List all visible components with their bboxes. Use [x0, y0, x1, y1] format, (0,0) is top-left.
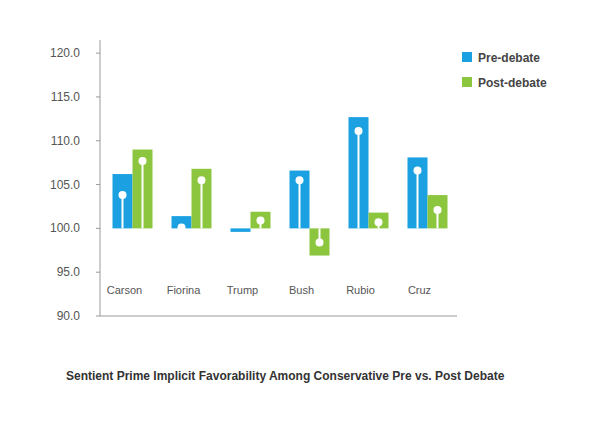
y-tick-label: 110.0 — [51, 134, 80, 148]
bar — [113, 174, 133, 228]
legend-label: Post-debate — [478, 76, 547, 90]
marker — [178, 224, 186, 232]
chart: 90.0 95.0 100.0 105.0 110.0 115.0 120.0 Carson F… — [0, 0, 590, 421]
marker-stem — [358, 131, 360, 228]
x-tick-label: Rubio — [346, 284, 375, 296]
marker-stem — [417, 171, 419, 229]
x-tick-label: Bush — [289, 284, 314, 296]
bar — [231, 228, 251, 232]
y-tick — [96, 53, 100, 54]
y-tick — [96, 316, 100, 317]
y-tick-label: 90.0 — [57, 309, 81, 323]
y-tick-label: 115.0 — [51, 90, 80, 104]
title: Sentient Prime Implicit Favorability Amo… — [66, 369, 505, 383]
y-tick-label: 120.0 — [50, 46, 80, 60]
marker — [119, 191, 127, 199]
x-tick-label: Trump — [227, 284, 258, 296]
marker — [375, 218, 383, 226]
marker — [414, 167, 422, 175]
bar — [428, 195, 448, 228]
y-tick — [96, 184, 100, 185]
legend-swatch — [462, 77, 472, 87]
y-tick — [96, 140, 100, 141]
bar — [349, 117, 369, 228]
y-tick-label: 105.0 — [50, 178, 80, 192]
y-axis — [100, 40, 101, 316]
y-tick-label: 95.0 — [57, 265, 81, 279]
bars — [113, 117, 448, 255]
y-tick-label: 100.0 — [50, 221, 80, 235]
bar — [290, 171, 310, 229]
marker — [316, 238, 324, 246]
x-axis — [100, 316, 457, 317]
marker-stem — [299, 180, 301, 228]
marker-stem — [201, 180, 203, 228]
bar — [369, 213, 389, 229]
x-tick-label: Cruz — [408, 284, 431, 296]
bar — [408, 157, 428, 228]
marker — [355, 127, 363, 135]
marker — [434, 206, 442, 214]
x-tick-label: Carson — [107, 284, 142, 296]
legend-label: Pre-debate — [478, 51, 540, 65]
legend-swatch — [462, 52, 472, 62]
marker — [257, 216, 265, 224]
y-tick — [96, 272, 100, 273]
marker — [198, 176, 206, 184]
marker-stem — [142, 161, 144, 228]
marker-stem — [122, 195, 124, 228]
bar — [310, 228, 330, 255]
y-tick — [96, 228, 100, 229]
marker — [139, 157, 147, 165]
x-tick-label: Fiorina — [167, 284, 202, 296]
marker — [296, 176, 304, 184]
bar — [251, 212, 271, 229]
bar — [133, 150, 153, 229]
bar — [192, 169, 212, 229]
y-tick — [96, 96, 100, 97]
